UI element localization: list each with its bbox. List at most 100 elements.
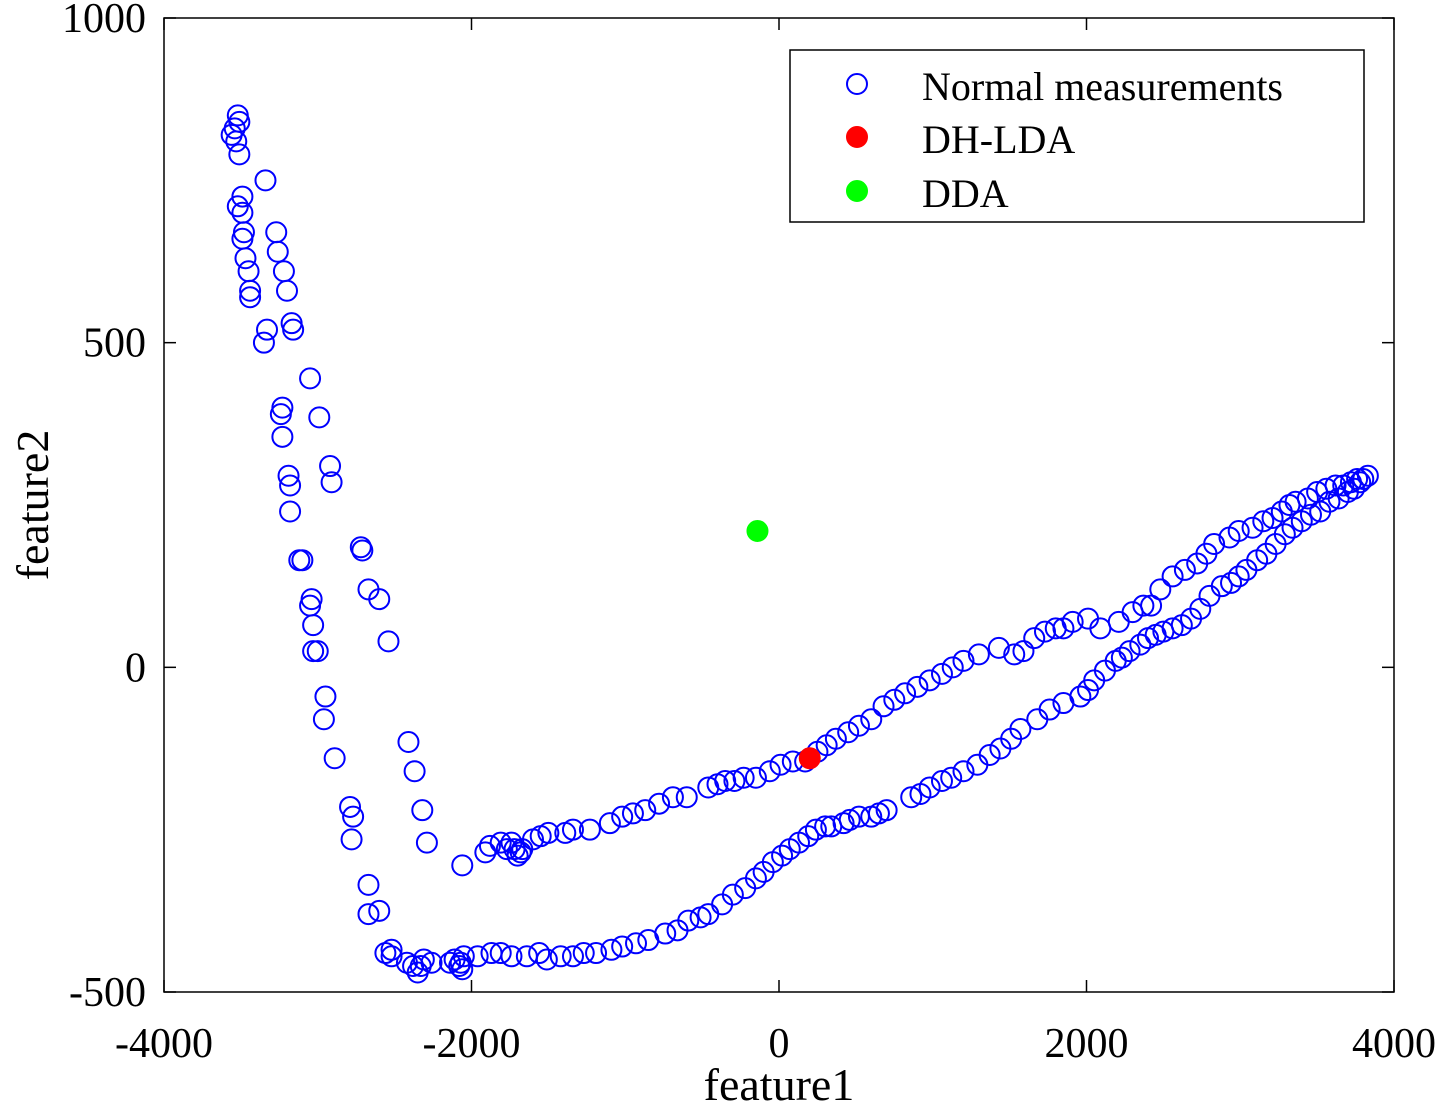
- normal-measurement-point: [340, 828, 363, 851]
- normal-measurement-point: [489, 942, 512, 965]
- normal-measurement-point: [466, 945, 489, 968]
- normal-measurement-point: [380, 938, 403, 961]
- normal-measurement-point: [415, 831, 438, 854]
- legend-label-dh-lda: DH-LDA: [922, 117, 1075, 162]
- normal-measurement-point: [1140, 594, 1163, 617]
- normal-measurement-point: [967, 643, 990, 666]
- normal-measurement-point: [952, 649, 975, 672]
- normal-measurement-point: [535, 948, 558, 971]
- normal-measurement-point: [585, 942, 608, 965]
- normal-measurement-point: [758, 760, 781, 783]
- normal-measurement-point: [226, 195, 249, 218]
- normal-measurement-point: [732, 766, 755, 789]
- normal-measurement-point: [368, 899, 391, 922]
- normal-measurement-point: [675, 786, 698, 809]
- normal-measurement-point: [234, 247, 257, 270]
- normal-measurement-point: [561, 945, 584, 968]
- normal-measurement-point: [495, 838, 518, 861]
- normal-measurement-point: [1110, 646, 1133, 669]
- normal-measurement-point: [269, 403, 292, 426]
- normal-measurement-point: [357, 873, 380, 896]
- normal-measurement-point: [319, 455, 342, 478]
- normal-measurement-point: [600, 938, 623, 961]
- normal-measurement-point: [721, 883, 744, 906]
- normal-measurement-point: [1284, 490, 1307, 513]
- normal-measurement-point: [1227, 519, 1250, 542]
- normal-measurement-point: [506, 844, 529, 867]
- normal-measurement-point: [225, 130, 248, 153]
- normal-measurement-point: [744, 766, 767, 789]
- normal-measurement-point: [320, 471, 343, 494]
- normal-measurement-point: [231, 185, 254, 208]
- normal-measurement-point: [941, 656, 964, 679]
- normal-measurement-point: [838, 808, 861, 831]
- legend-label-normal: Normal measurements: [922, 64, 1283, 109]
- normal-measurement-point: [323, 747, 346, 770]
- normal-measurement-point: [380, 945, 403, 968]
- normal-measurement-point: [578, 818, 601, 841]
- normal-measurement-point: [918, 669, 941, 692]
- normal-measurement-point: [677, 909, 700, 932]
- normal-measurement-point: [872, 695, 895, 718]
- normal-measurement-point: [228, 143, 251, 166]
- normal-measurement-point: [474, 841, 497, 864]
- normal-measurement-point: [1129, 633, 1152, 656]
- normal-measurement-point: [634, 799, 657, 822]
- normal-measurement-point: [1012, 640, 1035, 663]
- normal-measurement-point: [279, 500, 302, 523]
- normal-measurement-point: [223, 117, 246, 140]
- normal-measurement-point: [561, 818, 584, 841]
- normal-measurement-point: [875, 799, 898, 822]
- normal-measurement-point: [451, 854, 474, 877]
- normal-measurement-point: [1349, 471, 1372, 494]
- normal-measurement-point: [1132, 594, 1155, 617]
- normal-measurement-point: [299, 367, 322, 390]
- normal-measurement-point: [252, 331, 275, 354]
- normal-measurement-point: [368, 588, 391, 611]
- normal-measurement-point: [1220, 571, 1243, 594]
- x-tick-label: 4000: [1352, 1021, 1436, 1067]
- normal-measurement-point: [611, 805, 634, 828]
- normal-measurement-point: [1273, 523, 1296, 546]
- legend-marker-normal: [846, 73, 868, 95]
- normal-measurement-point: [940, 766, 963, 789]
- normal-measurement-point: [744, 867, 767, 890]
- normal-measurement-point: [300, 588, 323, 611]
- normal-measurement-point: [266, 240, 289, 263]
- y-tick-label: 500: [83, 321, 146, 367]
- normal-measurement-point: [397, 731, 420, 754]
- points-layer: [220, 104, 1379, 984]
- normal-measurement-point: [661, 786, 684, 809]
- normal-measurement-point: [1009, 718, 1032, 741]
- normal-measurement-point: [1227, 565, 1250, 588]
- normal-measurement-point: [1299, 503, 1322, 526]
- normal-measurement-point: [1356, 464, 1379, 487]
- normal-measurement-point: [797, 825, 820, 848]
- normal-measurement-point: [342, 805, 365, 828]
- normal-measurement-point: [1161, 565, 1184, 588]
- normal-measurement-point: [978, 743, 1001, 766]
- normal-measurement-point: [1061, 610, 1084, 633]
- normal-measurement-point: [357, 903, 380, 926]
- normal-measurement-point: [847, 714, 870, 737]
- normal-measurement-point: [1318, 490, 1341, 513]
- ticks-layer: -4000 -2000 0 2000 4000 -500 0 500 1000: [62, 0, 1436, 1067]
- normal-measurement-point: [306, 640, 329, 663]
- normal-measurement-point: [351, 539, 374, 562]
- normal-measurement-point: [1210, 575, 1233, 598]
- normal-measurement-point: [648, 792, 671, 815]
- normal-measurement-point: [987, 636, 1010, 659]
- normal-measurement-point: [1343, 477, 1366, 500]
- legend-box: [789, 49, 1365, 223]
- normal-measurement-point: [302, 614, 325, 637]
- normal-measurement-point: [282, 318, 305, 341]
- normal-measurement-point: [239, 279, 262, 302]
- normal-measurement-point: [339, 795, 362, 818]
- y-tick-label: 1000: [62, 0, 146, 42]
- normal-measurement-point: [598, 812, 621, 835]
- normal-measurement-point: [1161, 617, 1184, 640]
- normal-measurement-point: [860, 708, 883, 731]
- normal-measurement-point: [302, 640, 325, 663]
- legend-label-dda: DDA: [922, 171, 1009, 216]
- normal-measurement-point: [769, 753, 792, 776]
